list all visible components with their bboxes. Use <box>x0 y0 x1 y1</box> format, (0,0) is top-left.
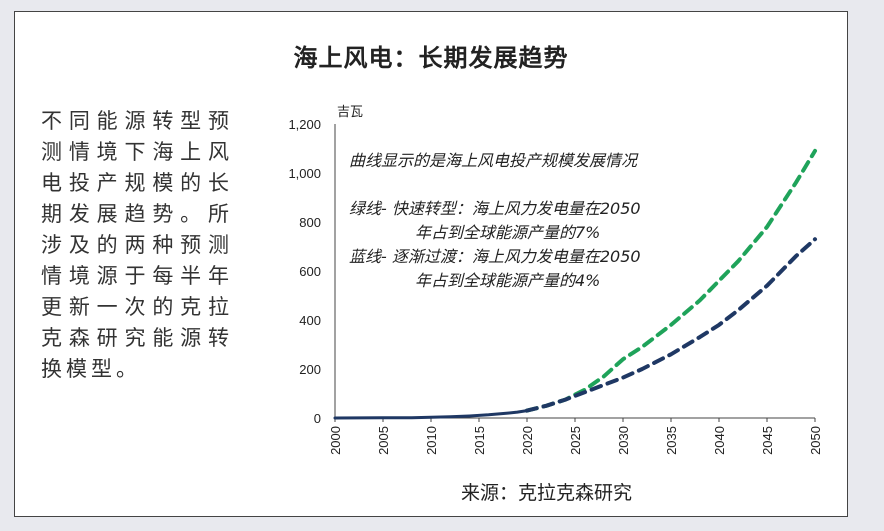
annotation-blue-line1: 蓝线- 逐渐过渡：海上风力发电量在2050 <box>349 247 641 266</box>
x-tick-label: 2040 <box>712 426 727 455</box>
series-lines <box>333 148 817 420</box>
x-tick-label: 2005 <box>376 426 391 455</box>
x-tick-label: 2030 <box>616 426 631 455</box>
x-tick-label: 2025 <box>568 426 583 455</box>
x-tick-label: 2045 <box>760 426 775 455</box>
x-tick-label: 2010 <box>424 426 439 455</box>
y-tick-label: 400 <box>299 313 321 328</box>
x-tick-label: 2035 <box>664 426 679 455</box>
annotation-green-line2: 年占到全球能源产量的7% <box>415 223 600 242</box>
y-tick-label: 1,200 <box>288 117 321 132</box>
annotation-blue-line2: 年占到全球能源产量的4% <box>415 271 600 290</box>
y-axis-unit: 吉瓦 <box>337 104 363 119</box>
chart-card: 海上风电：长期发展趋势 不同能源转型预测情境下海上风电投产规模的长期发展趋势。所… <box>14 11 848 517</box>
y-tick-label: 0 <box>314 411 321 426</box>
source-note: 来源：克拉克森研究 <box>461 482 633 504</box>
y-tick-label: 1,000 <box>288 166 321 181</box>
x-tick-labels: 2000 2005 2010 2015 2020 2025 2030 2035 2040 2045… <box>328 418 823 455</box>
annotation-main: 曲线显示的是海上风电投产规模发展情况 <box>349 151 639 170</box>
x-tick-label: 2050 <box>808 426 823 455</box>
description-text: 不同能源转型预测情境下海上风电投产规模的长期发展趋势。所涉及的两种预测情境源于每… <box>41 109 233 381</box>
y-tick-labels: 0 200 400 600 800 1,000 1,200 <box>288 117 321 426</box>
chart-title: 海上风电：长期发展趋势 <box>293 44 569 72</box>
y-tick-label: 200 <box>299 362 321 377</box>
y-tick-label: 800 <box>299 215 321 230</box>
historical-line <box>333 409 529 420</box>
x-tick-label: 2020 <box>520 426 535 455</box>
x-tick-label: 2000 <box>328 426 343 455</box>
annotation-green-line1: 绿线- 快速转型：海上风力发电量在2050 <box>349 199 641 218</box>
y-tick-label: 600 <box>299 264 321 279</box>
series-line-1 <box>525 237 817 413</box>
x-tick-label: 2015 <box>472 426 487 455</box>
